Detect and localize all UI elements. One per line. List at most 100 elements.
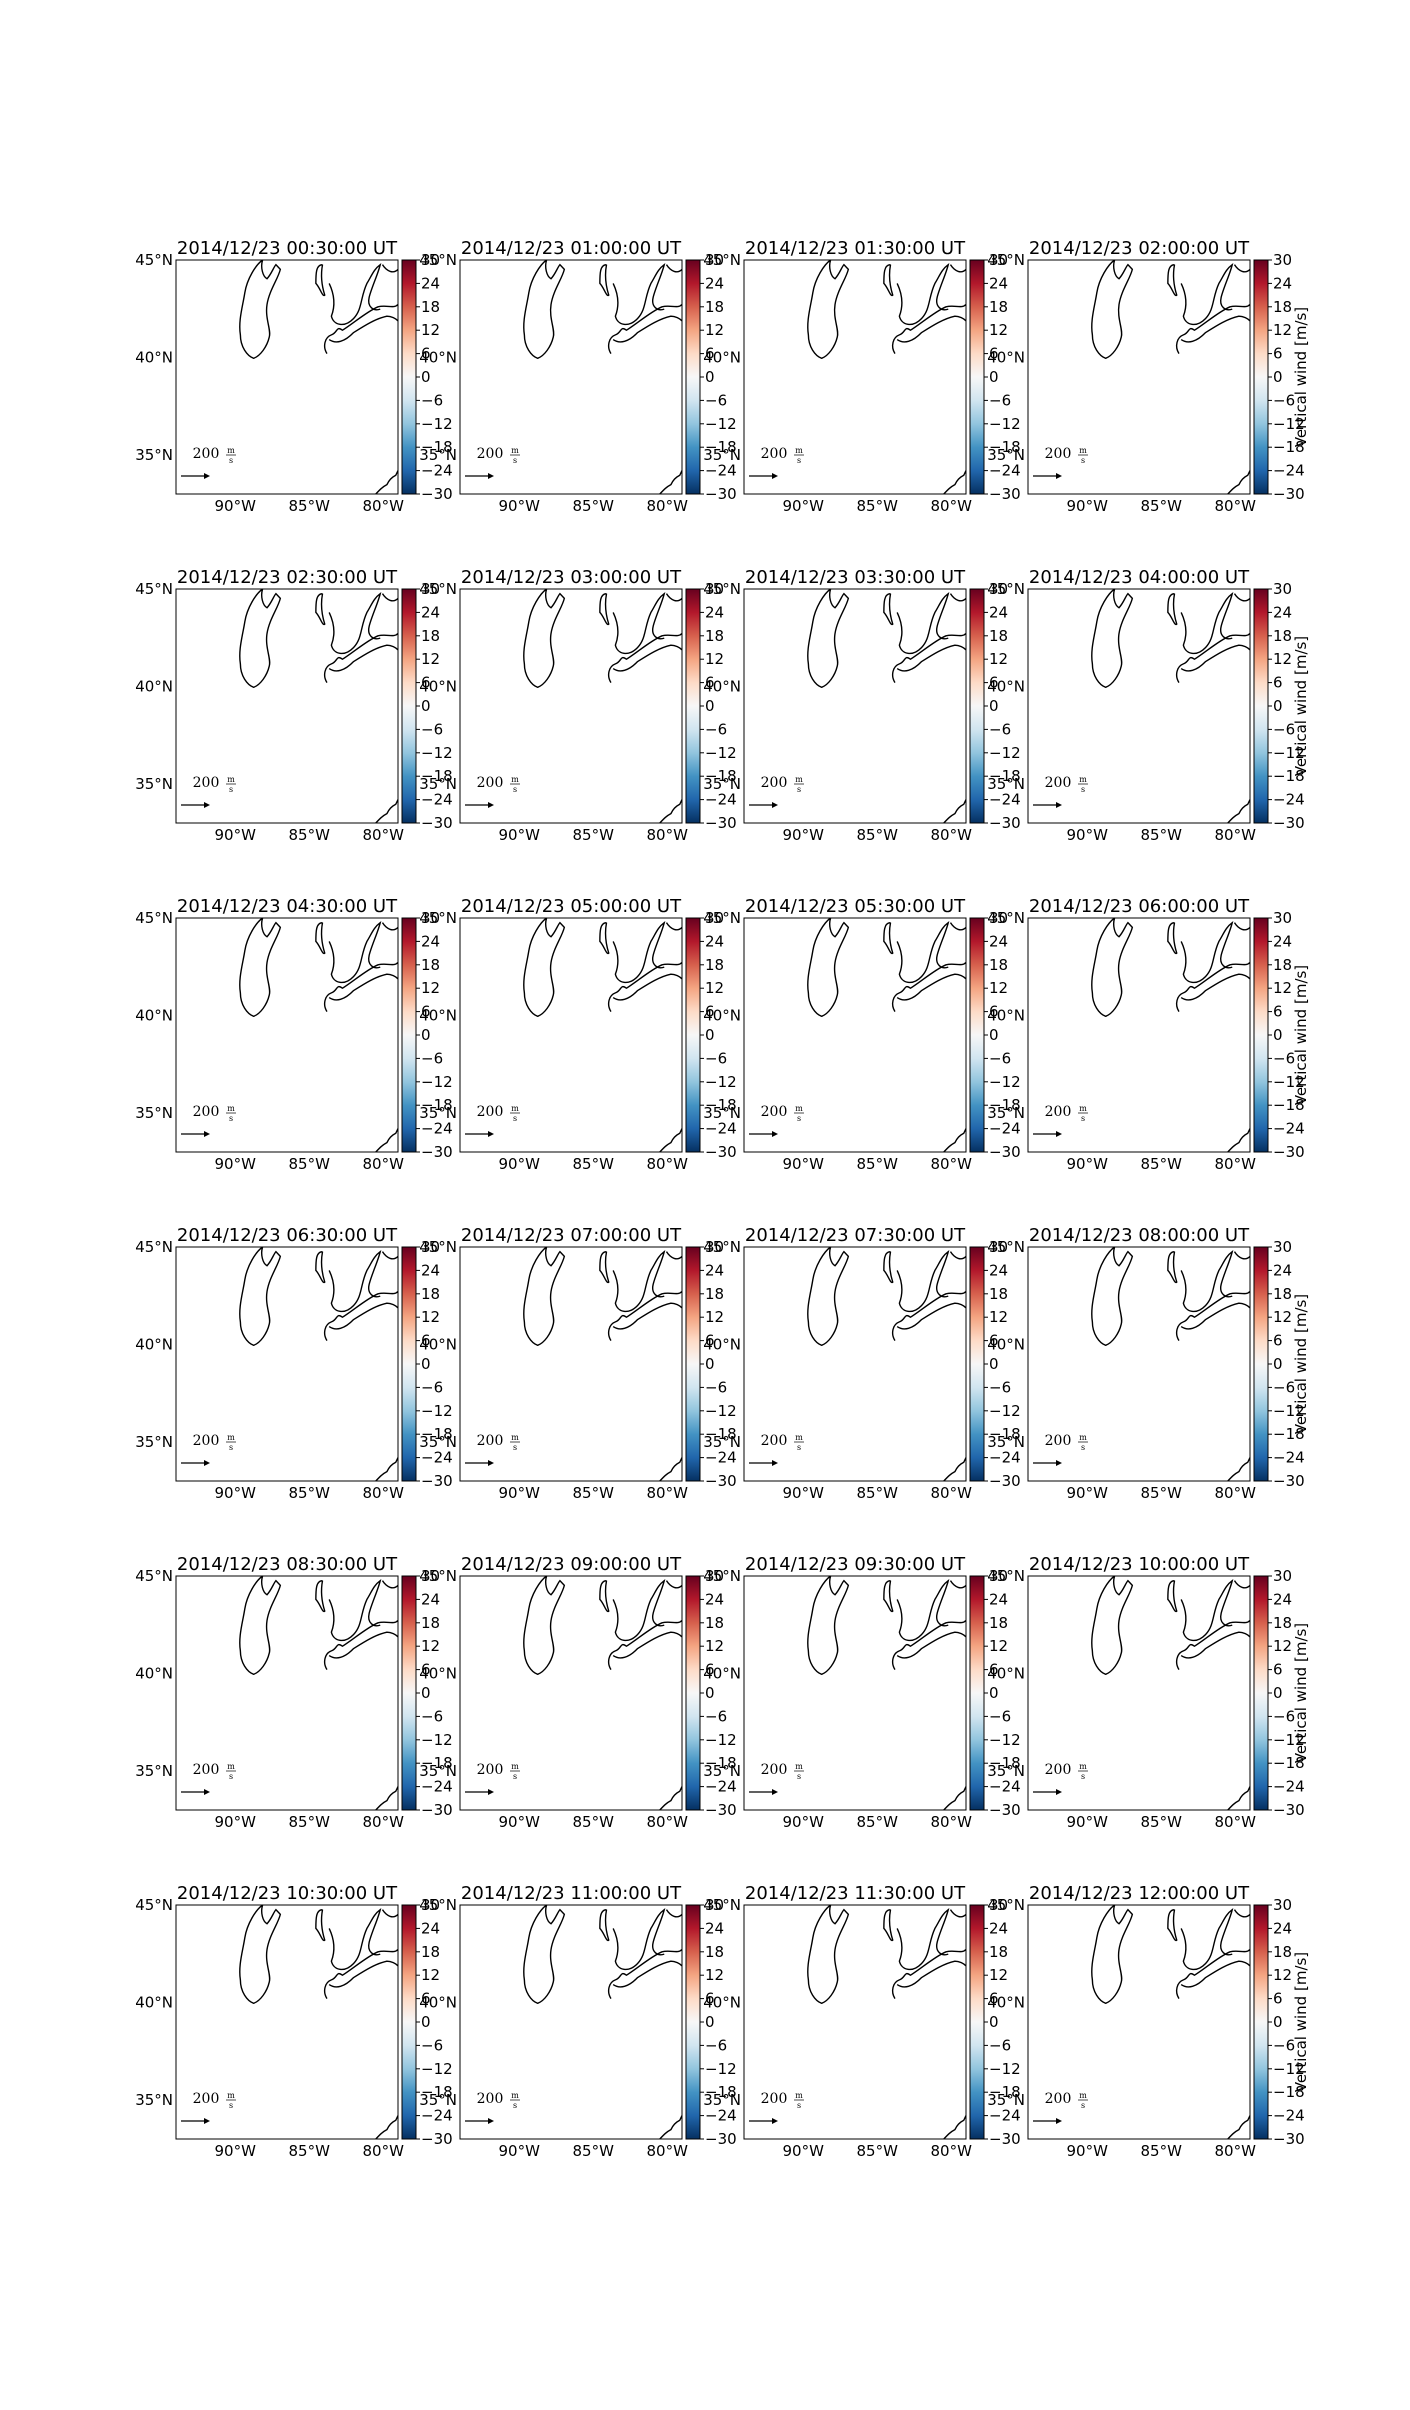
colorbar-tick-label: −24 [421,1778,453,1796]
coastline [944,1787,966,1810]
lon-tick-label: 80°W [362,1155,404,1173]
coastline [376,1458,398,1481]
colorbar-tick-label: 12 [989,1637,1008,1655]
coastline [600,1910,664,1970]
colorbar-tick-label: 0 [421,1355,431,1373]
colorbar-tick-label: 12 [1273,650,1292,668]
colorbar-tick-label: −24 [1273,2107,1305,2125]
lon-tick-label: 80°W [362,497,404,515]
lat-tick-label: 45°N [135,251,173,269]
colorbar-tick-label: 30 [705,251,724,269]
colorbar-tick-label: 30 [1273,1567,1292,1585]
lat-tick-label: 35°N [987,1433,1025,1451]
quiver-key-unit: s [229,1114,233,1123]
colorbar-tick-label: −18 [1273,1754,1305,1772]
coastline [1177,923,1250,1012]
colorbar-tick-label: −30 [421,1143,453,1161]
coastline [944,1129,966,1152]
coastline [1092,918,1133,1016]
colorbar-tick-label: −6 [989,391,1011,409]
colorbar-tick-label: −12 [421,415,453,433]
coastline [376,2116,398,2139]
colorbar-tick-label: −12 [989,1402,1021,1420]
map-frame [743,1246,967,1482]
lon-tick-label: 85°W [856,826,898,844]
colorbar-tick-label: −6 [705,2036,727,2054]
quiver-key-arrowhead [204,1131,210,1137]
lat-tick-label: 45°N [703,1567,741,1585]
lat-tick-label: 40°N [135,1665,173,1683]
colorbar-tick-label: −30 [1273,485,1305,503]
coastlines [524,918,682,1152]
colorbar-tick-label: 30 [1273,909,1292,927]
colorbar-tick-label: 30 [705,580,724,598]
quiver-key-arrowhead [772,1460,778,1466]
lat-tick-label: 35°N [703,2091,741,2109]
colorbar-tick-label: −30 [421,814,453,832]
coastline [325,1910,398,1999]
quiver-key-unit: m [227,775,235,784]
colorbar-tick-label: −30 [989,2130,1021,2148]
coastline [325,1581,398,1670]
coastlines [240,1576,398,1810]
colorbar-tick-label: 18 [421,298,440,316]
colorbar-tick-label: −30 [989,1472,1021,1490]
coastline [1092,260,1133,358]
lon-tick-label: 90°W [498,1484,540,1502]
lat-tick-label: 40°N [419,678,457,696]
coastline [893,594,966,683]
quiver-key-unit: s [797,2101,801,2110]
map-frame [743,1575,967,1811]
lon-tick-label: 85°W [1140,2142,1182,2160]
colorbar-tick-label: −24 [1273,791,1305,809]
quiver-key-unit: m [1079,1433,1087,1442]
coastline [316,1581,380,1641]
colorbar-tick-label: 0 [705,697,715,715]
colorbar-tick-label: 24 [989,603,1008,621]
colorbar-tick-label: 0 [989,697,999,715]
panel-title: 2014/12/23 05:00:00 UT [461,896,682,917]
lon-tick-label: 90°W [1066,1484,1108,1502]
colorbar-tick-label: −24 [705,791,737,809]
quiver-key-unit: s [513,1114,517,1123]
lat-tick-label: 40°N [703,1665,741,1683]
colorbar-tick-label: 18 [421,1285,440,1303]
lon-tick-label: 90°W [498,2142,540,2160]
coastline [1228,1787,1250,1810]
quiver-key-value: 200 [761,1104,788,1120]
coastline [325,265,398,354]
colorbar-tick-label: −12 [421,744,453,762]
coastline [884,1910,948,1970]
colorbar-tick-label: −12 [705,1731,737,1749]
colorbar-tick-label: 18 [705,1614,724,1632]
quiver-key-unit: m [227,2091,235,2100]
lat-tick-label: 45°N [703,1238,741,1256]
coastline [609,1581,682,1670]
colorbar-tick-label: −30 [1273,1143,1305,1161]
colorbar-tick-label: 6 [705,674,715,692]
lon-tick-label: 80°W [362,826,404,844]
quiver-key-value: 200 [477,1433,504,1449]
coastline [609,1910,682,1999]
map-frame [1027,1246,1251,1482]
lon-tick-label: 85°W [1140,1155,1182,1173]
colorbar-tick-label: 0 [989,1355,999,1373]
coastline [1092,1905,1133,2003]
quiver-key-value: 200 [761,1433,788,1449]
colorbar-tick-label: −30 [705,2130,737,2148]
quiver-key-value: 200 [193,775,220,791]
colorbar-tick-label: −6 [705,1707,727,1725]
colorbar-tick-label: −24 [421,1120,453,1138]
colorbar-tick-label: 12 [989,1966,1008,1984]
coastline [660,471,682,494]
coastline [376,471,398,494]
colorbar-tick-label: −6 [421,391,443,409]
lon-tick-label: 85°W [1140,1813,1182,1831]
coastlines [524,1247,682,1481]
lat-tick-label: 40°N [135,1007,173,1025]
